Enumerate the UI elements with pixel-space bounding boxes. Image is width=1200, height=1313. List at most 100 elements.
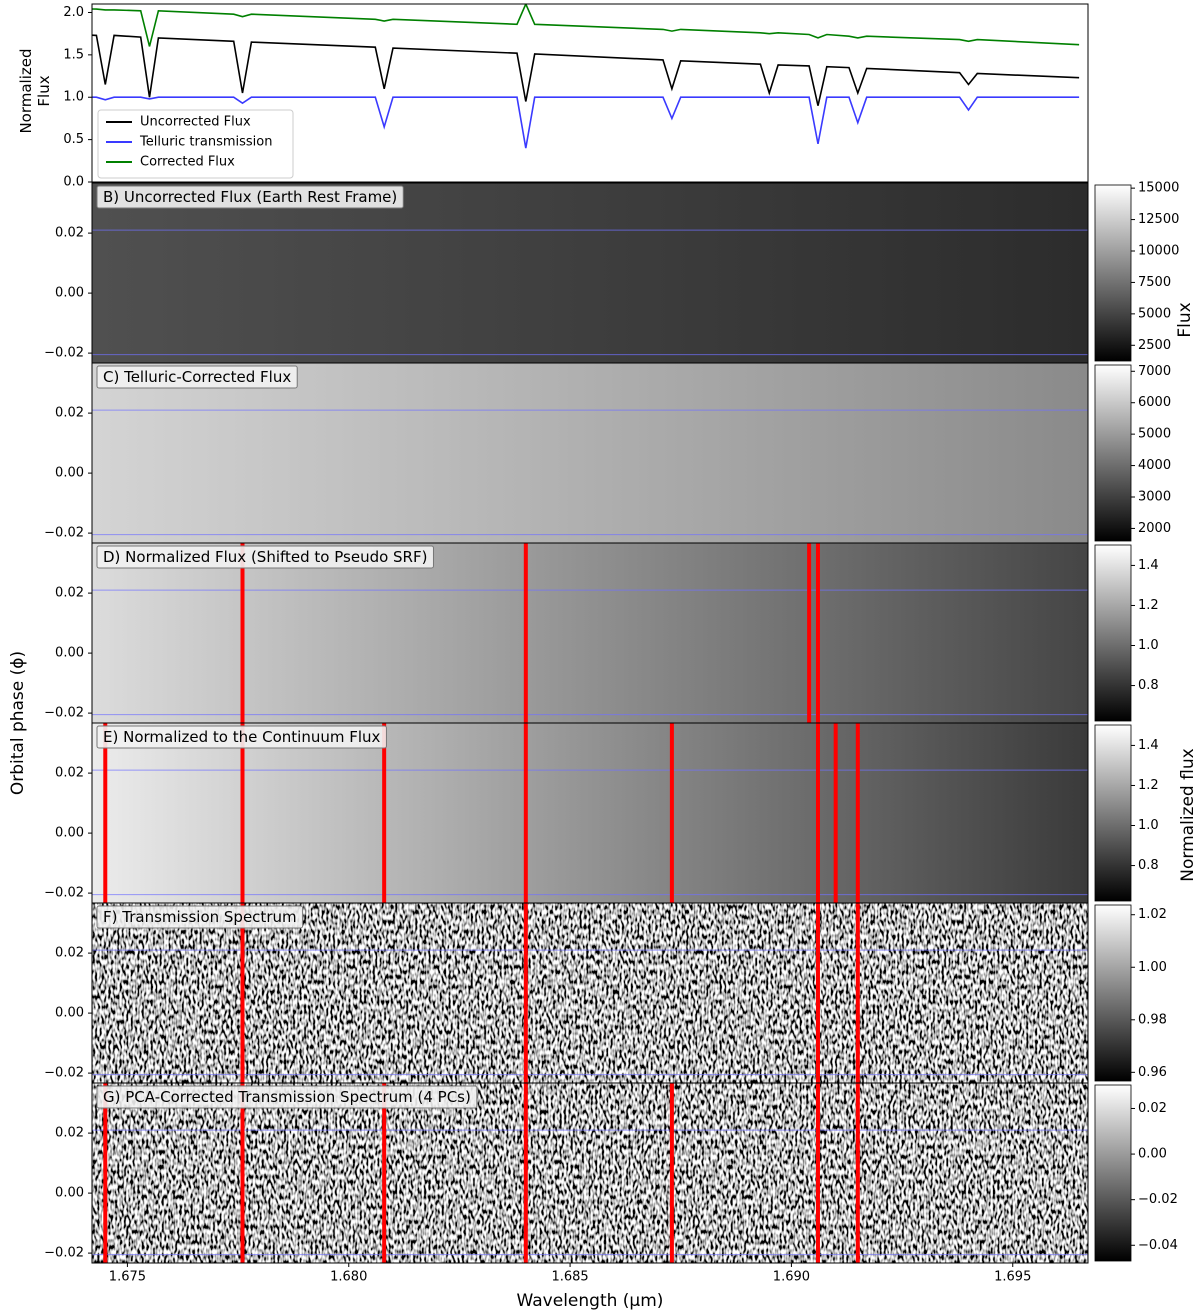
colorbar — [1094, 364, 1132, 542]
masked-column — [240, 1083, 245, 1263]
y-tick-label: 0.00 — [55, 826, 84, 841]
masked-column — [669, 1083, 674, 1263]
masked-column — [855, 723, 860, 903]
masked-column — [523, 723, 528, 903]
x-tick-label: 1.695 — [994, 1270, 1031, 1285]
y-tick-label: 0.0 — [63, 175, 84, 190]
colorbar-tick-label: 10000 — [1138, 244, 1179, 259]
plot-frame — [91, 1082, 1089, 1264]
colorbar-tick-label: 7000 — [1138, 364, 1171, 379]
series-line — [92, 4, 1080, 47]
colorbar-tick-label: 1.4 — [1138, 738, 1159, 753]
masked-column — [523, 1083, 528, 1263]
y-tick-label: 1.0 — [63, 90, 84, 105]
legend-label: Uncorrected Flux — [140, 115, 251, 130]
y-tick-label: 0.00 — [55, 1006, 84, 1021]
y-tick-label: 0.02 — [55, 406, 84, 421]
masked-column — [103, 723, 108, 903]
colorbar-tick-label: 1.00 — [1138, 960, 1167, 975]
y-tick-label: −0.02 — [44, 346, 84, 361]
colorbar-tick-label: 1.2 — [1138, 598, 1159, 613]
masked-column — [240, 903, 245, 1083]
colorbar-tick-label: 7500 — [1138, 275, 1171, 290]
heatmap-noise — [92, 903, 1088, 1083]
y-tick-label: 0.00 — [55, 286, 84, 301]
masked-column — [523, 543, 528, 723]
y-tick-label: 1.5 — [63, 47, 84, 62]
panel-title-box — [96, 725, 387, 749]
y-axis-label: Orbital phase (ϕ) — [8, 651, 28, 795]
masked-column — [240, 723, 245, 903]
masked-column — [855, 1083, 860, 1263]
colorbar-tick-label: 1.02 — [1138, 907, 1167, 922]
panel-title: F) Transmission Spectrum — [103, 908, 297, 926]
x-tick-label: 1.690 — [773, 1270, 810, 1285]
y-tick-label: 0.02 — [55, 586, 84, 601]
colorbar — [1094, 904, 1132, 1082]
legend-label: Telluric transmission — [139, 135, 272, 150]
colorbar-tick-label: 15000 — [1138, 181, 1179, 196]
heatmap — [92, 723, 1088, 903]
masked-column — [815, 543, 820, 723]
series-line — [92, 96, 1080, 149]
colorbar-tick-label: 0.02 — [1138, 1101, 1167, 1116]
masked-column — [815, 903, 820, 1083]
colorbar — [1094, 1084, 1132, 1262]
masked-column — [807, 543, 812, 723]
colorbar-tick-label: 3000 — [1138, 490, 1171, 505]
colorbar-tick-label: 1.0 — [1138, 818, 1159, 833]
colorbar-label: Flux — [1175, 302, 1195, 337]
masked-column — [523, 903, 528, 1083]
legend-label: Corrected Flux — [140, 155, 235, 170]
colorbar — [1094, 184, 1132, 362]
heatmap-noise — [92, 1083, 1088, 1263]
masked-column — [815, 723, 820, 903]
x-tick-label: 1.675 — [109, 1270, 146, 1285]
panel-title-box — [96, 545, 434, 569]
masked-column — [815, 1083, 820, 1263]
colorbar-tick-label: 0.8 — [1138, 678, 1159, 693]
masked-column — [382, 1083, 387, 1263]
panel-title-box — [96, 1085, 478, 1109]
colorbar-tick-label: 1.2 — [1138, 778, 1159, 793]
masked-column — [833, 723, 838, 903]
masked-column — [240, 543, 245, 723]
colorbar-tick-label: −0.04 — [1138, 1238, 1178, 1253]
panel-title: E) Normalized to the Continuum Flux — [103, 728, 381, 746]
colorbar-tick-label: 1.0 — [1138, 638, 1159, 653]
colorbar-tick-label: 0.00 — [1138, 1147, 1167, 1162]
colorbar — [1094, 724, 1132, 902]
y-tick-label: −0.02 — [44, 1066, 84, 1081]
plot-frame — [91, 3, 1089, 183]
x-axis-label: Wavelength (μm) — [517, 1291, 664, 1311]
colorbar-label: Normalized flux — [1178, 748, 1198, 881]
masked-column — [669, 723, 674, 903]
heatmap — [92, 183, 1088, 363]
colorbar-tick-label: 0.96 — [1138, 1065, 1167, 1080]
masked-column — [855, 903, 860, 1083]
colorbar-tick-label: 2500 — [1138, 338, 1171, 353]
series-line — [92, 34, 1080, 106]
panel-title: B) Uncorrected Flux (Earth Rest Frame) — [103, 188, 397, 206]
x-tick-label: 1.680 — [330, 1270, 367, 1285]
heatmap — [92, 543, 1088, 723]
y-tick-label: −0.02 — [44, 1246, 84, 1261]
y-tick-label: −0.02 — [44, 706, 84, 721]
x-tick-label: 1.685 — [551, 1270, 588, 1285]
colorbar-tick-label: 0.98 — [1138, 1012, 1167, 1027]
y-tick-label: 0.00 — [55, 646, 84, 661]
heatmap — [92, 363, 1088, 543]
masked-column — [103, 1083, 108, 1263]
y-tick-label: 0.02 — [55, 946, 84, 961]
colorbar-tick-label: 6000 — [1138, 395, 1171, 410]
y-tick-label: 0.5 — [63, 132, 84, 147]
y-tick-label: 2.0 — [63, 5, 84, 20]
colorbar — [1094, 544, 1132, 722]
panel-title-box — [96, 905, 304, 929]
masked-column — [382, 723, 387, 903]
panel-title: C) Telluric-Corrected Flux — [103, 368, 291, 386]
panel-title: D) Normalized Flux (Shifted to Pseudo SR… — [103, 548, 427, 566]
panel-title-box — [96, 185, 404, 209]
